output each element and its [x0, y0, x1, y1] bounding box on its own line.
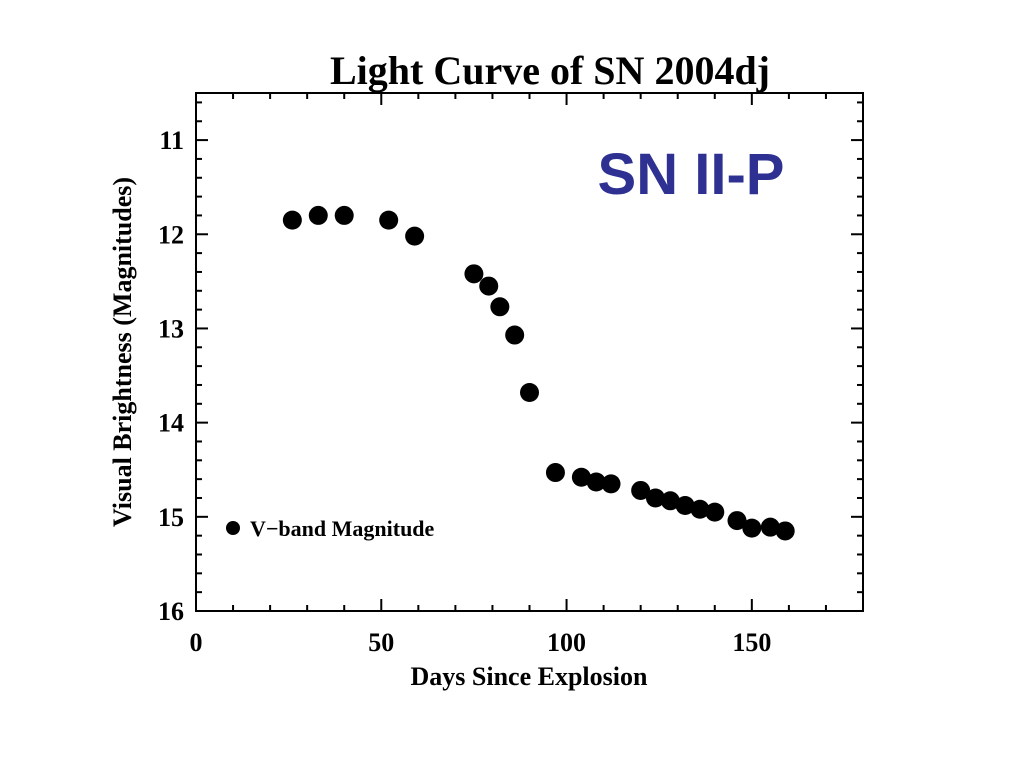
data-point: [631, 480, 651, 500]
data-point: [405, 226, 425, 246]
data-point: [727, 511, 747, 531]
sn-type-annotation: SN II-P: [598, 142, 785, 207]
legend-marker: [226, 521, 240, 535]
data-point: [505, 325, 525, 345]
y-tick-label: 16: [158, 597, 184, 626]
y-axis-label: Visual Brightness (Magnitudes): [108, 177, 137, 527]
data-point: [479, 276, 499, 296]
data-point: [660, 491, 680, 511]
y-axis-tick-labels: 11 12 13 14 15 16: [158, 126, 184, 626]
x-axis-ticks: [195, 93, 864, 611]
data-point: [520, 382, 539, 402]
data-point: [464, 264, 484, 284]
y-tick-label: 12: [158, 220, 184, 249]
data-point: [601, 474, 621, 494]
x-tick-label: 50: [368, 628, 394, 657]
data-point: [282, 210, 302, 230]
y-tick-label: 13: [158, 314, 184, 343]
data-point: [675, 496, 695, 516]
data-points: [282, 205, 795, 541]
data-point: [490, 297, 510, 317]
x-tick-label: 0: [190, 628, 203, 657]
data-point: [545, 463, 565, 483]
data-point: [645, 488, 665, 508]
data-point: [705, 502, 725, 522]
x-axis-tick-labels: 0 50 100 150: [190, 628, 772, 657]
data-point: [760, 517, 780, 537]
data-point: [334, 205, 354, 225]
x-axis-label: Days Since Explosion: [411, 662, 648, 691]
x-tick-label: 150: [732, 628, 771, 657]
data-point: [586, 472, 606, 492]
y-tick-label: 15: [158, 503, 184, 532]
data-point: [775, 521, 795, 541]
data-point: [690, 499, 710, 519]
data-point: [308, 205, 328, 225]
chart-title: Light Curve of SN 2004dj: [330, 48, 770, 93]
y-axis-ticks: [196, 101, 863, 612]
y-tick-label: 11: [159, 126, 184, 155]
data-point: [571, 467, 591, 487]
data-point: [379, 210, 399, 230]
y-tick-label: 14: [158, 409, 184, 438]
data-point: [742, 518, 762, 538]
x-tick-label: 100: [547, 628, 586, 657]
legend-label: V−band Magnitude: [250, 516, 435, 541]
